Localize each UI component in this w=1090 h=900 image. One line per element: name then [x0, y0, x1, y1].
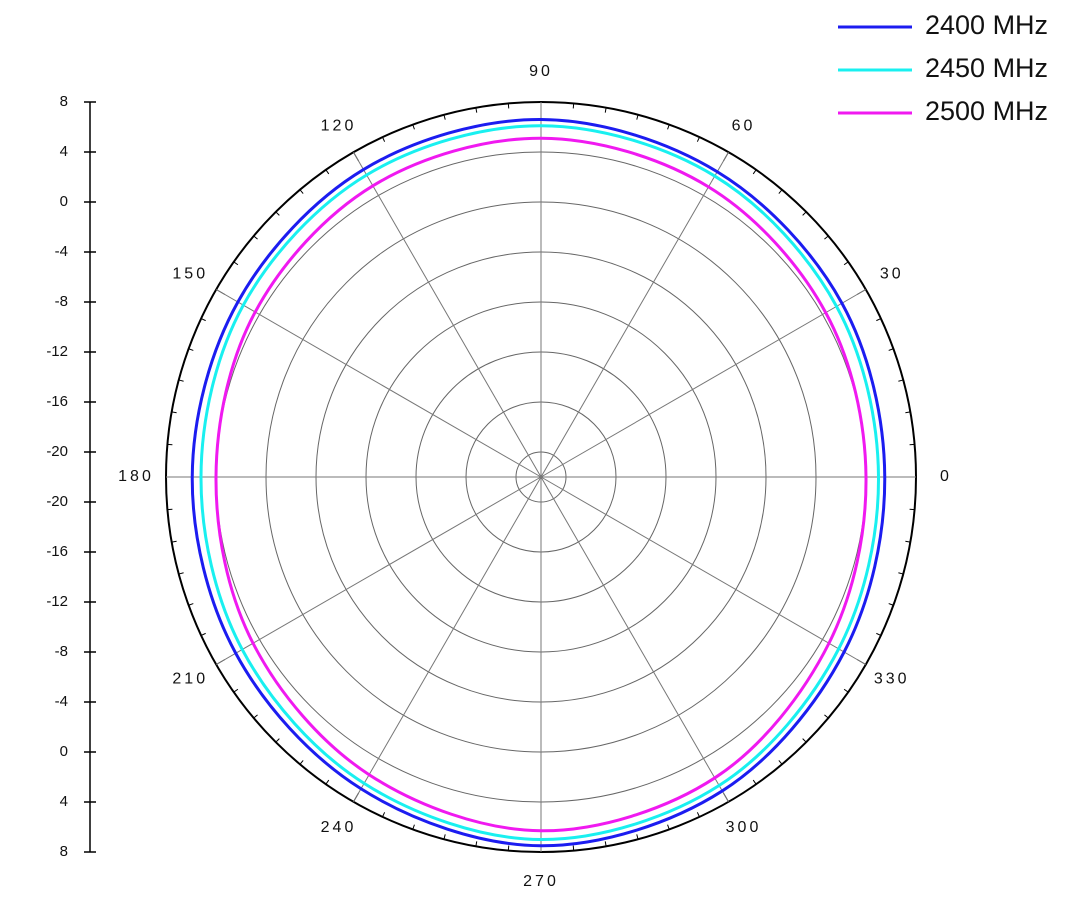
minor-tick: [443, 114, 446, 120]
r-tick-label: 0: [60, 193, 68, 210]
minor-tick: [843, 688, 849, 693]
minor-tick: [667, 824, 670, 830]
r-tick-label: 4: [60, 143, 68, 160]
theta-tick-label: 210: [172, 671, 208, 688]
minor-tick: [275, 738, 280, 743]
theta-tick-label: 30: [880, 266, 904, 283]
minor-tick: [412, 124, 415, 130]
minor-tick: [778, 189, 783, 194]
minor-tick: [604, 107, 607, 113]
minor-tick: [888, 603, 894, 606]
minor-tick: [233, 688, 239, 693]
minor-tick: [696, 136, 700, 142]
minor-tick: [888, 348, 894, 351]
minor-tick: [843, 261, 849, 266]
spoke: [540, 151, 729, 478]
minor-tick: [382, 136, 386, 142]
legend-label: 2500 MHz: [925, 96, 1048, 126]
spoke: [353, 476, 542, 803]
minor-tick: [898, 572, 904, 575]
minor-tick: [905, 411, 911, 414]
minor-tick: [200, 632, 206, 636]
minor-tick: [178, 379, 184, 382]
spoke: [215, 476, 542, 665]
minor-tick: [412, 824, 415, 830]
minor-tick: [475, 841, 478, 847]
minor-tick: [253, 714, 258, 719]
r-tick-label: -12: [46, 593, 68, 610]
minor-tick: [188, 603, 194, 606]
r-tick-label: 8: [60, 843, 68, 860]
minor-tick: [898, 379, 904, 382]
minor-tick: [325, 779, 330, 785]
r-tick-label: -4: [55, 693, 68, 710]
minor-tick: [443, 834, 446, 840]
minor-tick: [636, 114, 639, 120]
minor-tick: [171, 540, 177, 543]
spoke: [215, 289, 542, 478]
theta-tick-label: 300: [726, 819, 762, 836]
minor-tick: [178, 572, 184, 575]
r-tick-label: 4: [60, 793, 68, 810]
minor-tick: [905, 540, 911, 543]
minor-tick: [233, 261, 239, 266]
minor-tick: [188, 348, 194, 351]
theta-tick-label: 90: [529, 63, 553, 80]
theta-tick-label: 120: [321, 117, 357, 134]
minor-tick: [253, 235, 258, 240]
minor-tick: [200, 318, 206, 322]
series-line: [190, 117, 887, 848]
minor-tick: [824, 714, 829, 719]
r-tick-label: -12: [46, 343, 68, 360]
r-tick-label: -16: [46, 543, 68, 560]
r-tick-label: 8: [60, 93, 68, 110]
minor-tick: [802, 738, 807, 743]
minor-tick: [876, 318, 882, 322]
minor-tick: [752, 169, 757, 175]
r-tick-label: -4: [55, 243, 68, 260]
minor-tick: [171, 411, 177, 414]
minor-tick: [778, 760, 783, 765]
r-tick-label: 0: [60, 743, 68, 760]
theta-tick-label: 330: [874, 671, 910, 688]
minor-tick: [636, 834, 639, 840]
spoke: [540, 289, 867, 478]
theta-tick-label: 270: [523, 873, 559, 890]
minor-tick: [382, 812, 386, 818]
r-tick-label: -8: [55, 643, 68, 660]
minor-tick: [275, 211, 280, 216]
minor-tick: [475, 107, 478, 113]
r-tick-label: -20: [46, 443, 68, 460]
series-line: [199, 124, 881, 842]
minor-tick: [696, 812, 700, 818]
theta-tick-label: 60: [732, 117, 756, 134]
minor-tick: [876, 632, 882, 636]
theta-tick-label: 0: [940, 468, 952, 485]
series-line: [214, 136, 868, 833]
spoke: [540, 476, 867, 665]
theta-tick-label: 150: [172, 266, 208, 283]
minor-tick: [604, 841, 607, 847]
spoke: [540, 476, 729, 803]
theta-tick-label: 240: [321, 819, 357, 836]
spoke: [353, 151, 542, 478]
minor-tick: [802, 211, 807, 216]
theta-tick-label: 180: [118, 468, 154, 485]
r-tick-label: -8: [55, 293, 68, 310]
minor-tick: [667, 124, 670, 130]
minor-tick: [824, 235, 829, 240]
r-tick-label: -20: [46, 493, 68, 510]
legend-label: 2450 MHz: [925, 53, 1048, 83]
minor-tick: [752, 779, 757, 785]
minor-tick: [299, 189, 304, 194]
r-tick-label: -16: [46, 393, 68, 410]
minor-tick: [299, 760, 304, 765]
legend-label: 2400 MHz: [925, 10, 1048, 40]
minor-tick: [325, 169, 330, 175]
